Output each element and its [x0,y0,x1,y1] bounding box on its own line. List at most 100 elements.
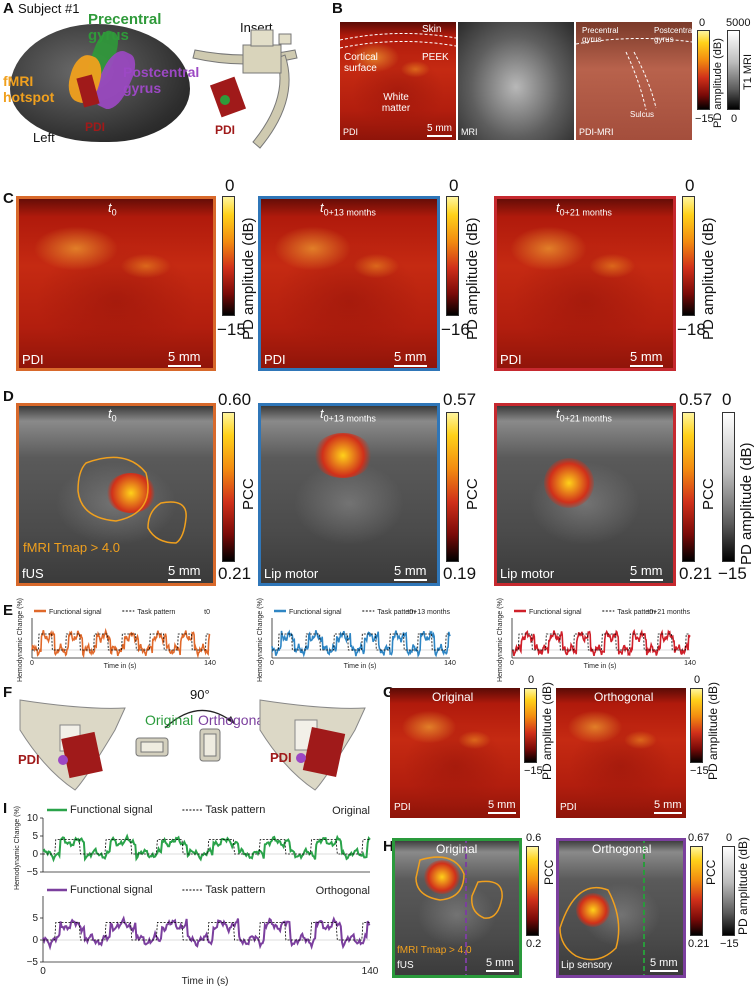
x-tick-label: 0 [40,966,46,977]
panel-label-i: I [3,800,8,817]
y-tick-label: 0 [32,849,38,860]
y-tick-label: 10 [27,813,39,824]
c-scale-t0: 5 mm [168,349,201,367]
d-cb-label-t13: PCC [464,478,481,510]
h-title-original: Original [436,842,478,856]
f-probe-orthogonal-icon [199,728,221,762]
b-scale-bar: 5 mm [427,123,452,137]
legend-task-label: Task pattern [137,609,175,616]
h-threshold-label: fMRI Tmap > 4.0 [397,945,472,956]
functional-signal-line [42,915,371,951]
g-scale-orthogonal: 5 mm [654,799,682,814]
x-tick-label: 140 [362,966,379,977]
g-title-orthogonal: Orthogonal [594,690,654,704]
h-cb-top-orthogonal: 0.67 [688,832,710,844]
d-label-t13: Lip motor [264,566,319,581]
d-time-t21: t0+21 months [556,406,612,424]
d-frame-t13 [258,403,440,586]
d-cb2-top: 0 [722,390,732,409]
f-right-illustration [259,699,366,791]
d-time-t13: t0+13 months [320,406,376,424]
legend-functional-label: Functional signal [529,609,582,616]
b-postcentral-label: Postcentral gyrus [654,26,692,44]
panel-label-g: G [383,684,395,701]
panel-label-f: F [3,684,13,701]
h-cb2-label: PD amplitude (dB) [736,836,750,935]
legend-functional-label: Functional signal [70,884,153,896]
e-y-axis-label: Hemodynamic Change (%) [17,598,24,682]
c-cb-label-t13: PD amplitude (dB) [464,217,481,340]
f-probe-original-icon [135,737,169,757]
d-colorbar-t0 [222,412,235,562]
d-cb-top-t0: 0.60 [218,390,252,409]
e-time-tag: t0+21 months [647,609,690,616]
c-cb-bottom-t21: −18 [677,320,706,339]
b-cortical-label: Cortical surface [344,52,378,74]
h-activation-original [424,860,460,894]
x-tick-label: 0 [510,660,514,667]
y-tick-label: −5 [27,957,39,968]
d-cb-top-t13: 0.57 [443,390,477,409]
h-colorbar-original [526,846,539,936]
d-colorbar-t21 [682,412,695,562]
task-pattern-line [43,839,370,855]
y-tick-label: 5 [32,913,38,924]
legend-functional-label: Functional signal [49,609,102,616]
d-scale-t0: 5 mm [168,563,201,581]
c-cb-top-t13: 0 [449,176,459,195]
panel-label-b: B [332,0,343,17]
c-colorbar-t13 [446,196,459,316]
x-tick-label: 140 [444,660,456,667]
i-original-tag: Original [332,805,370,817]
h-colorbar-gray [722,846,735,936]
subject-label: Subject #1 [18,1,80,16]
c-cb-bottom-t13: −16 [441,320,470,339]
g-cb-top-orthogonal: 0 [694,674,701,686]
b-pdimri-image: Precentral gyrus Postcentral gyrus Sulcu… [576,22,692,140]
d-image-t13 [258,403,440,586]
h-cb-top-original: 0.6 [526,832,542,844]
d-colorbar-gray [722,412,735,562]
d-cb-bottom-t21: 0.21 [679,564,713,583]
legend-task-label: Task pattern [617,609,655,616]
d-threshold-label: fMRI Tmap > 4.0 [23,540,120,555]
c-label-t21: PDI [500,352,522,367]
f-left-illustration [19,699,126,791]
e-y-axis-label: Hemodynamic Change (%) [497,598,504,682]
h-cb-bottom-orthogonal: 0.21 [688,938,710,950]
c-cb-top-t21: 0 [685,176,695,195]
c-image-t13 [258,196,440,371]
c-scale-t21: 5 mm [630,349,663,367]
d-label-t21: Lip motor [500,566,555,581]
x-tick-label: 0 [30,660,34,667]
f-pdi-left: PDI [18,752,40,767]
d-frame-t0 [16,403,216,586]
g-cb-bottom-orthogonal: −15 [690,765,709,777]
task-pattern-line [512,633,690,651]
c-frame-t13 [258,196,440,371]
y-tick-label: 5 [32,831,38,842]
e-time-tag: t0+13 months [407,609,450,616]
i-x-axis-label: Time in (s) [182,976,229,987]
b-mri-label: MRI [461,127,478,137]
i-chart-original: 10 5 0 −5 Functional signal Task pattern Origi… [14,804,371,890]
h-cb-label-orthogonal: PCC [704,859,718,885]
h-frame-original [392,838,522,978]
e-chart-t0: 0 140 Functional signal Task pattern t0 Time … [17,598,216,682]
e-y-axis-label: Hemodynamic Change (%) [257,598,264,682]
c-image-t21 [494,196,676,371]
f-original-label: Original [145,712,194,728]
b-cb2-top: 5000 [726,17,751,29]
functional-signal-line [271,629,451,658]
b-pdi-label: PDI [343,127,359,137]
h-label-original: fUS [397,960,414,971]
b-sulcus-label: Sulcus [630,110,655,119]
d-activation-t21 [544,458,594,508]
x-tick-label: 0 [270,660,274,667]
g-image-original [390,688,520,818]
c-time-t13: t0+13 months [320,200,376,218]
b-pdi-image: Skin Cortical surface PEEK White matter … [340,22,456,140]
h-label-orthogonal: Lip sensory [561,960,613,971]
c-scale-t13: 5 mm [394,349,427,367]
